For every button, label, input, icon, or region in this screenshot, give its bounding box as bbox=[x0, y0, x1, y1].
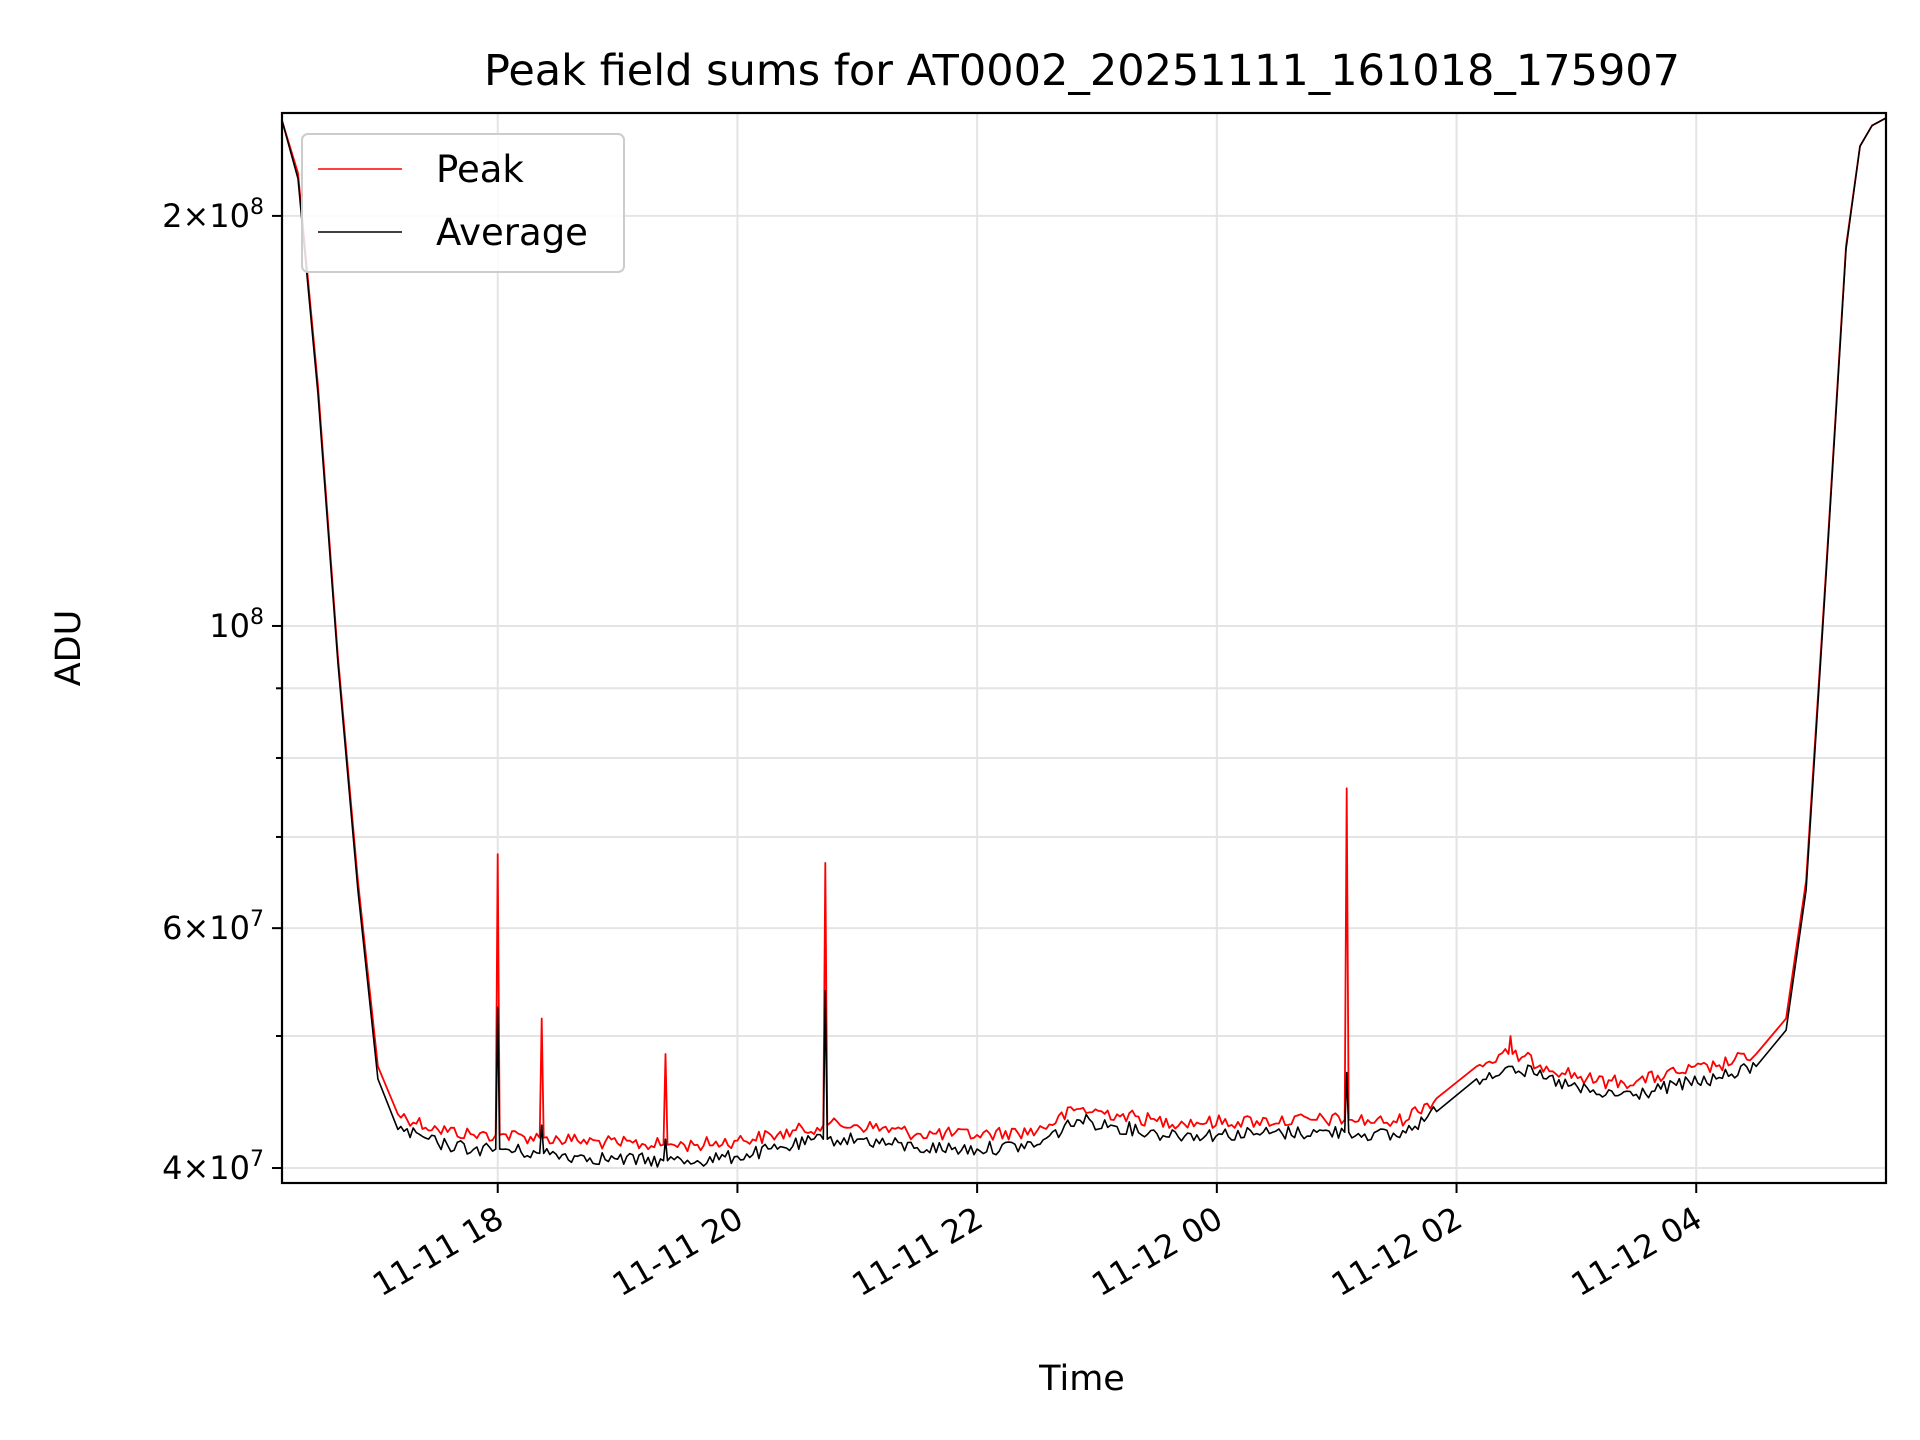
y-tick-label: 108 bbox=[209, 605, 264, 645]
legend: Peak Average bbox=[301, 133, 625, 273]
plot-frame bbox=[280, 111, 1888, 1185]
y-tick-label: 2×108 bbox=[162, 195, 264, 235]
legend-label-peak: Peak bbox=[436, 148, 524, 191]
x-axis-label: Time bbox=[1038, 1359, 1125, 1399]
series-layer bbox=[281, 117, 1887, 1168]
legend-label-average: Average bbox=[436, 211, 588, 254]
grid-lines bbox=[282, 113, 1886, 1183]
series-line-average bbox=[281, 117, 1887, 1168]
y-tick-label: 4×107 bbox=[162, 1147, 264, 1187]
y-axis-label: ADU bbox=[49, 610, 89, 687]
y-tick-label: 6×107 bbox=[162, 907, 264, 947]
series-line-peak bbox=[281, 117, 1887, 1153]
chart-title: Peak field sums for AT0002_20251111_1610… bbox=[484, 46, 1680, 96]
